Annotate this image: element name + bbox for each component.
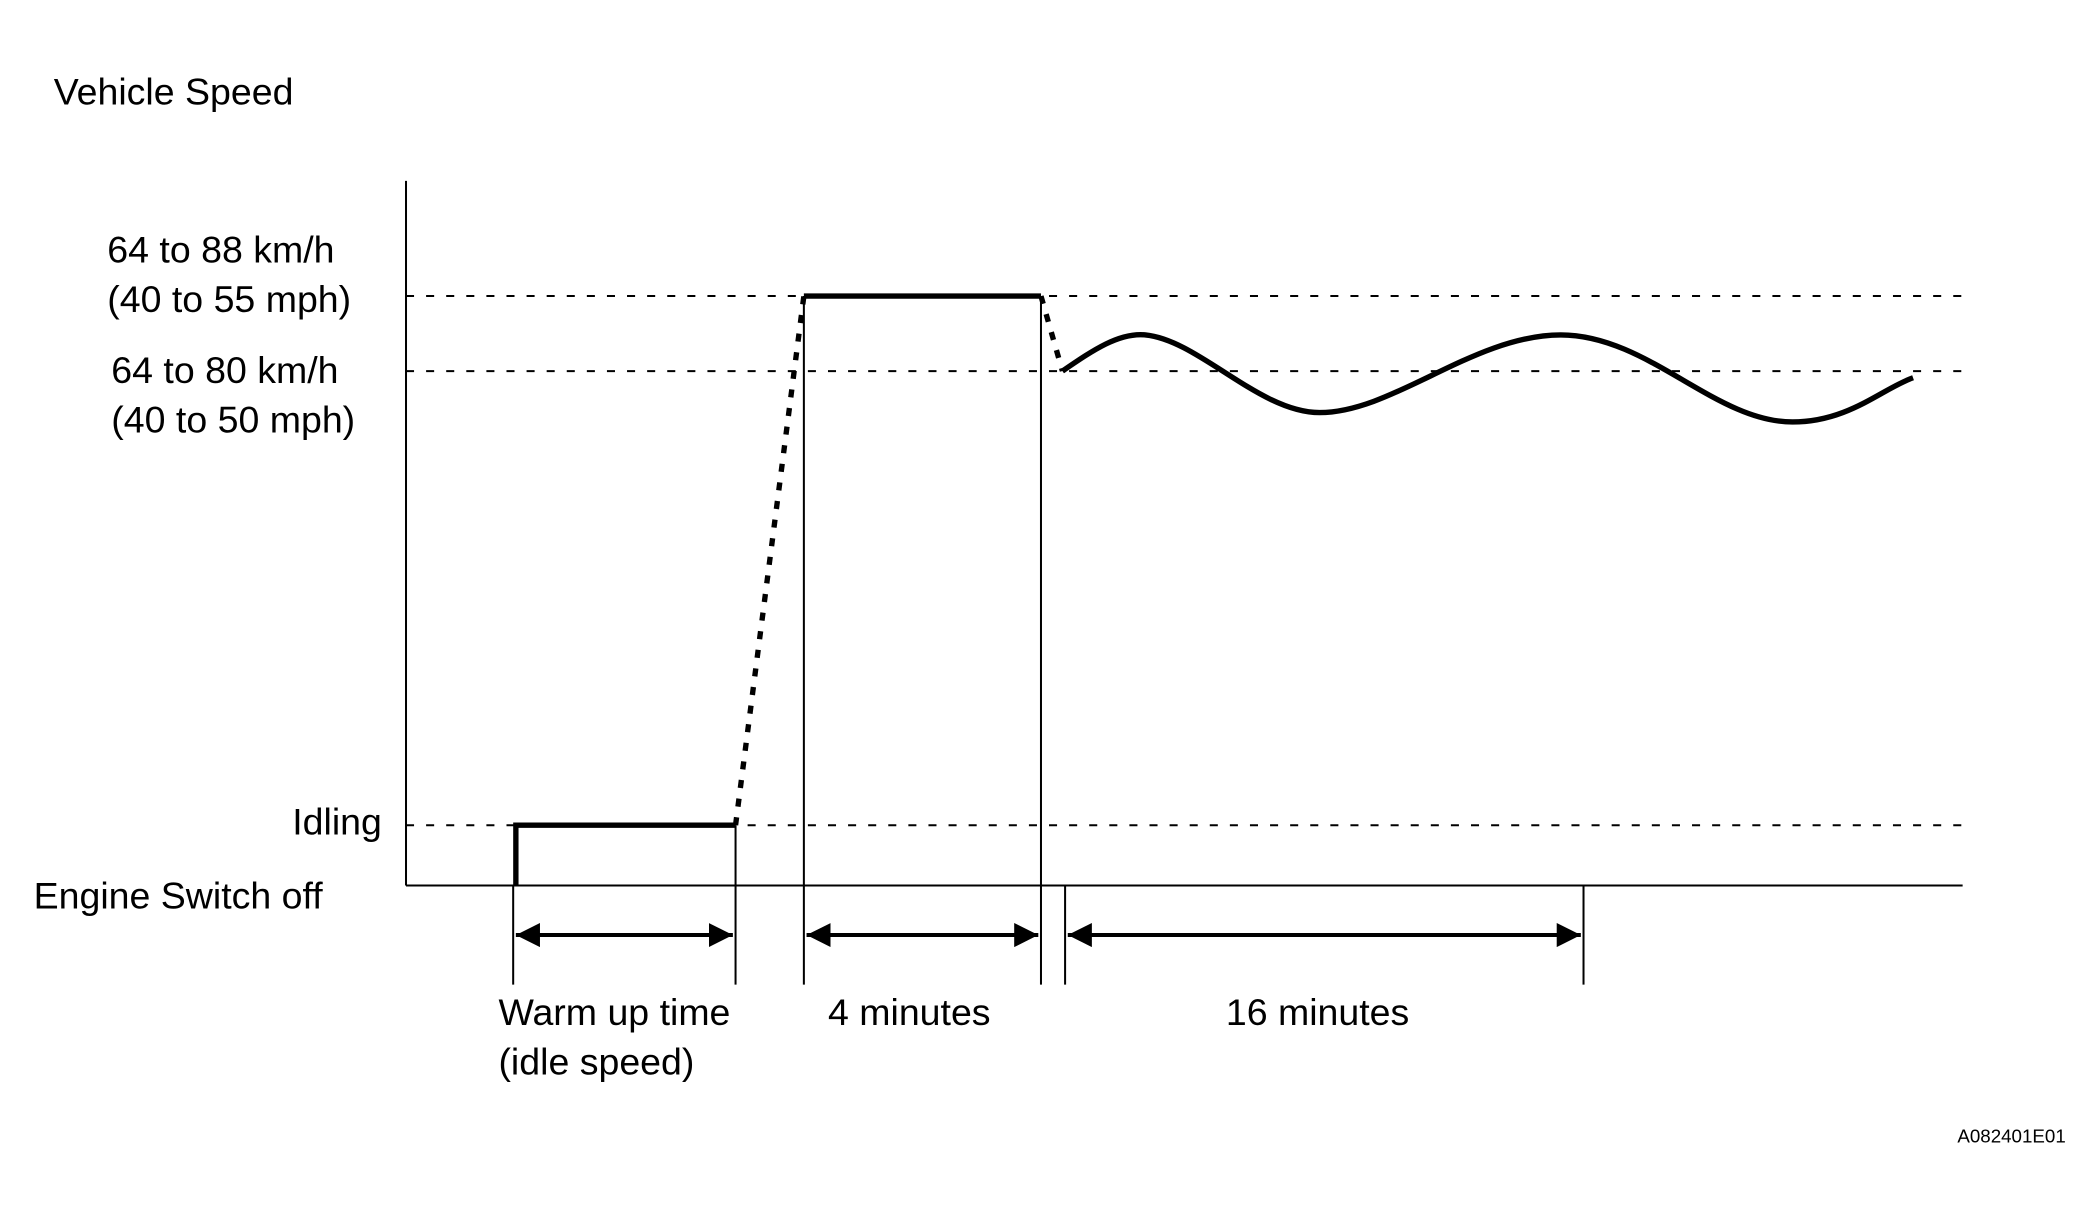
labels: Vehicle Speed 64 to 88 km/h (40 to 55 mp… (34, 70, 2066, 1146)
level-label: 64 to 88 km/h (107, 229, 334, 271)
level-label: Idling (292, 801, 382, 843)
idle-segment (513, 822, 736, 886)
speed-profile (513, 293, 1914, 886)
level-label: 64 to 80 km/h (111, 349, 338, 391)
interval-label: 16 minutes (1226, 991, 1409, 1033)
level-label: (40 to 55 mph) (107, 278, 351, 320)
interval-label: 4 minutes (828, 991, 991, 1033)
acceleration (732, 295, 807, 826)
axis-title: Vehicle Speed (54, 70, 294, 112)
deceleration (1038, 295, 1065, 372)
level-label: Engine Switch off (34, 874, 324, 916)
interval-label: Warm up time (498, 991, 730, 1033)
interval-label: (idle speed) (498, 1040, 694, 1082)
figure-code: A082401E01 (1957, 1126, 2065, 1147)
cruise-wave (1060, 332, 1914, 425)
interval-markers (512, 296, 1585, 985)
axes (405, 180, 1963, 887)
level-label: (40 to 50 mph) (111, 399, 355, 441)
